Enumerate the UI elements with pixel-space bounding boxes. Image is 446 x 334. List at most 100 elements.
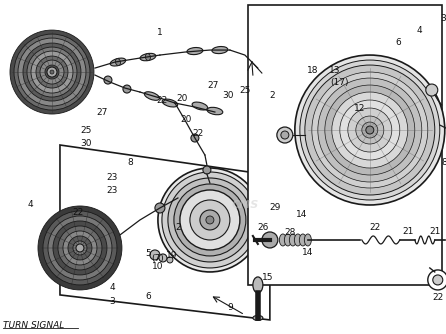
Circle shape <box>167 257 173 263</box>
Text: 30: 30 <box>80 139 92 148</box>
Circle shape <box>150 250 160 260</box>
Circle shape <box>168 178 252 262</box>
Circle shape <box>158 168 262 272</box>
Text: 27: 27 <box>96 108 107 117</box>
Text: 4: 4 <box>417 26 423 34</box>
Circle shape <box>123 85 131 93</box>
Ellipse shape <box>212 46 228 54</box>
Text: 25: 25 <box>80 126 91 135</box>
Text: 2: 2 <box>269 91 275 100</box>
Circle shape <box>295 55 445 205</box>
Text: 20: 20 <box>176 94 188 103</box>
Text: 14: 14 <box>302 248 314 258</box>
Circle shape <box>180 190 240 250</box>
Circle shape <box>428 270 446 290</box>
Circle shape <box>190 200 230 240</box>
Circle shape <box>281 131 289 139</box>
Text: (17): (17) <box>330 77 349 87</box>
Circle shape <box>31 51 73 93</box>
Ellipse shape <box>294 234 301 246</box>
Circle shape <box>23 43 81 101</box>
Circle shape <box>340 100 400 160</box>
Circle shape <box>206 216 214 224</box>
Text: 21: 21 <box>429 227 441 236</box>
Text: 30: 30 <box>222 91 234 100</box>
Circle shape <box>73 241 87 255</box>
Text: 22: 22 <box>432 294 443 302</box>
Circle shape <box>305 65 435 195</box>
Circle shape <box>325 85 415 175</box>
Circle shape <box>200 210 220 230</box>
Text: 22: 22 <box>72 208 83 217</box>
Circle shape <box>45 65 59 79</box>
Text: 29: 29 <box>269 203 281 212</box>
Text: 18: 18 <box>307 65 318 74</box>
Polygon shape <box>60 145 270 320</box>
Text: 22: 22 <box>156 96 168 105</box>
Circle shape <box>58 226 102 270</box>
Text: 5: 5 <box>145 249 151 259</box>
Ellipse shape <box>162 99 178 107</box>
Text: 3: 3 <box>440 14 446 23</box>
Text: 15: 15 <box>262 274 273 283</box>
Circle shape <box>47 67 57 77</box>
Circle shape <box>262 232 278 248</box>
Circle shape <box>40 60 64 84</box>
Text: 19: 19 <box>166 252 178 261</box>
FancyBboxPatch shape <box>248 5 442 285</box>
Circle shape <box>27 47 77 97</box>
Text: 27: 27 <box>207 80 219 90</box>
Circle shape <box>38 206 122 290</box>
Circle shape <box>76 244 84 252</box>
Text: 10: 10 <box>152 263 164 272</box>
Circle shape <box>36 56 68 88</box>
Text: 13: 13 <box>329 65 341 74</box>
Circle shape <box>433 275 443 285</box>
Text: 21: 21 <box>402 227 413 236</box>
Circle shape <box>426 84 438 96</box>
Text: 26: 26 <box>257 223 268 232</box>
Circle shape <box>155 203 165 213</box>
Circle shape <box>332 92 408 168</box>
Circle shape <box>48 216 112 280</box>
Circle shape <box>104 76 112 84</box>
Ellipse shape <box>289 234 296 246</box>
Ellipse shape <box>285 234 291 246</box>
Text: 6: 6 <box>395 37 401 46</box>
Text: 20: 20 <box>180 115 192 124</box>
Text: 4: 4 <box>27 200 33 209</box>
Circle shape <box>366 126 374 134</box>
Text: 25: 25 <box>239 86 251 95</box>
Circle shape <box>203 166 211 174</box>
Text: 1: 1 <box>157 28 163 36</box>
Ellipse shape <box>145 92 160 100</box>
Ellipse shape <box>140 53 156 61</box>
Ellipse shape <box>279 234 286 246</box>
Text: 6: 6 <box>145 293 151 302</box>
Circle shape <box>191 134 199 142</box>
Circle shape <box>63 231 97 265</box>
Circle shape <box>10 30 94 114</box>
Circle shape <box>50 70 54 74</box>
Text: 4: 4 <box>109 284 115 293</box>
Text: TURN SIGNAL: TURN SIGNAL <box>3 321 64 330</box>
Circle shape <box>362 122 378 138</box>
Circle shape <box>14 34 90 110</box>
Circle shape <box>312 72 428 188</box>
Text: 8: 8 <box>441 158 446 167</box>
Text: 9: 9 <box>227 303 233 312</box>
Ellipse shape <box>192 102 208 110</box>
Circle shape <box>300 60 440 200</box>
Circle shape <box>318 78 422 182</box>
Ellipse shape <box>253 315 263 320</box>
Text: 22: 22 <box>369 223 380 232</box>
Text: 12: 12 <box>354 104 366 113</box>
Text: 28: 28 <box>284 228 296 237</box>
Ellipse shape <box>187 47 203 55</box>
Circle shape <box>356 116 384 144</box>
Text: 23: 23 <box>106 186 118 195</box>
Text: 2: 2 <box>175 223 181 232</box>
Ellipse shape <box>304 234 311 246</box>
Circle shape <box>53 221 107 275</box>
Text: CMS: CMS <box>231 200 259 210</box>
